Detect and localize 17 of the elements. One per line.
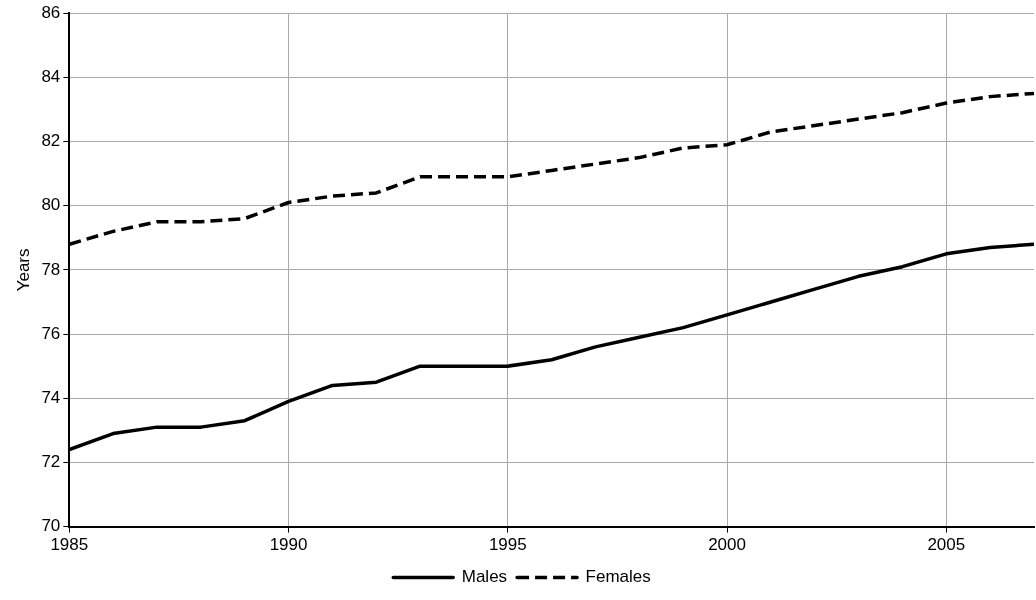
y-tick-label: 86 — [41, 2, 61, 22]
x-tick-label: 1990 — [269, 535, 308, 555]
y-tick-label: 84 — [41, 67, 61, 87]
y-tick-label: 70 — [41, 516, 61, 536]
y-tick-label: 76 — [41, 323, 61, 343]
y-tick-label: 82 — [41, 131, 61, 151]
y-axis-title: Years — [13, 248, 33, 292]
y-tick-label: 78 — [41, 259, 61, 279]
x-tick-label: 1985 — [50, 535, 89, 555]
y-tick-label: 74 — [41, 387, 61, 407]
y-tick-label: 72 — [41, 452, 61, 472]
x-tick-label: 2005 — [927, 535, 966, 555]
legend-label: Females — [585, 567, 651, 587]
legend-label: Males — [461, 567, 508, 587]
y-tick-label: 80 — [41, 195, 61, 215]
x-tick-label: 1995 — [488, 535, 527, 555]
x-tick-label: 2000 — [708, 535, 746, 555]
